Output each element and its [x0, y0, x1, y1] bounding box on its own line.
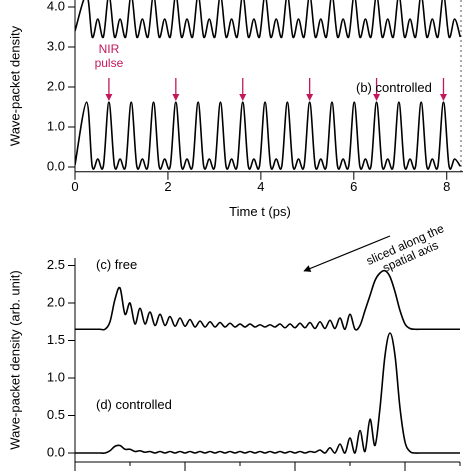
y-tick-label: 1.5	[47, 332, 65, 347]
y-axis-label: Wave-packet density (arb. unit)	[7, 270, 22, 449]
series-line	[75, 101, 461, 170]
pulse-arrowhead	[105, 94, 113, 101]
x-tick-label: 8	[443, 179, 450, 194]
x-axis-label: Time t (ps)	[229, 204, 291, 219]
series-label: (b) controlled	[356, 80, 432, 95]
x-tick-label: 0	[71, 179, 78, 194]
series-line	[75, 269, 460, 331]
y-tick-label: 2.0	[47, 78, 65, 93]
pulse-arrowhead	[373, 94, 381, 101]
plot-area	[75, 0, 461, 170]
y-tick-label: 2.0	[47, 294, 65, 309]
x-tick-label: 4	[257, 179, 264, 194]
y-tick-label: 2.5	[47, 257, 65, 272]
pulse-arrowhead	[172, 94, 180, 101]
y-tick-label: 1.0	[47, 369, 65, 384]
plot-area	[75, 269, 460, 454]
x-tick-label: 6	[350, 179, 357, 194]
y-tick-label: 3.0	[47, 38, 65, 53]
pulse-label: NIR pulse	[94, 42, 124, 70]
series-label: (d) controlled	[96, 397, 172, 412]
y-tick-label: 0.0	[47, 158, 65, 173]
y-axis-label: Wave-packet density	[7, 25, 22, 146]
series-label: (c) free	[96, 257, 138, 272]
y-tick-label: 1.0	[47, 118, 65, 133]
pulse-arrowhead	[439, 94, 447, 101]
y-tick-label: 0.5	[47, 407, 65, 422]
y-tick-label: 0.0	[47, 444, 65, 459]
pulse-arrowhead	[306, 94, 314, 101]
pulse-arrowhead	[239, 94, 247, 101]
y-tick-label: 4.0	[47, 0, 65, 13]
annotation-arrow	[303, 235, 391, 272]
x-tick-label: 2	[164, 179, 171, 194]
series-line	[75, 0, 461, 39]
series-line	[75, 332, 460, 454]
